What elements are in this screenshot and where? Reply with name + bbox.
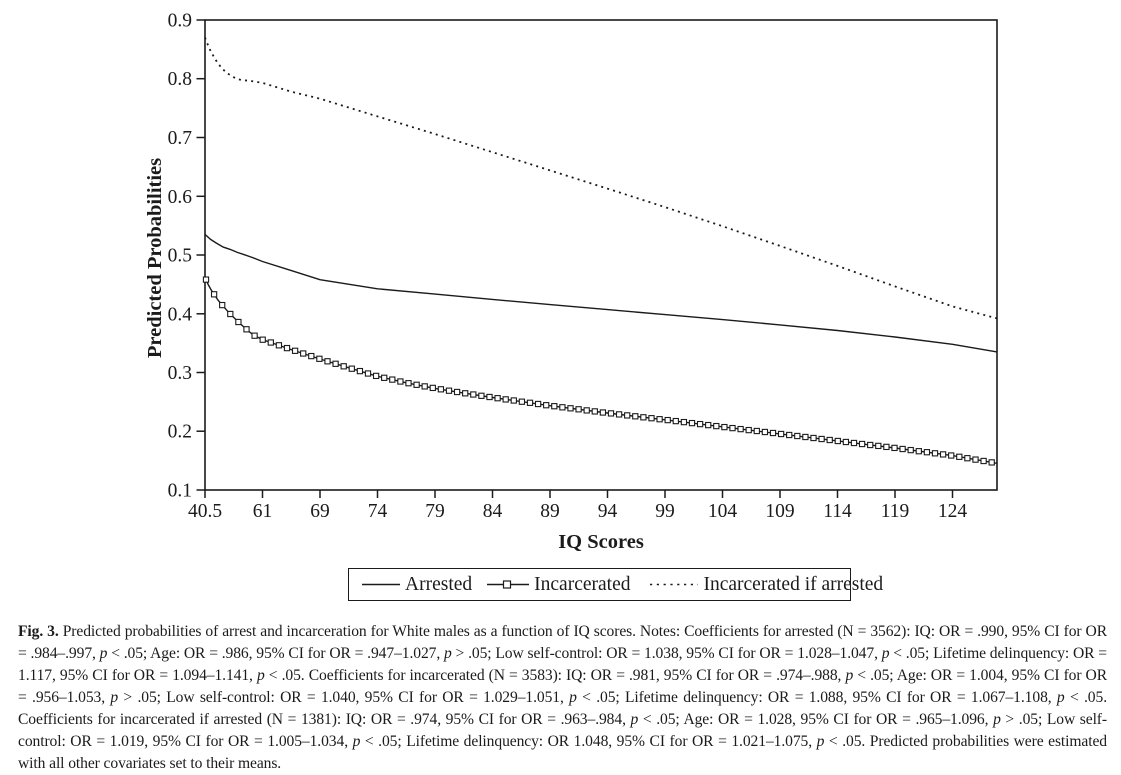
svg-text:0.8: 0.8 (168, 69, 192, 90)
legend-solid-line-icon (362, 583, 400, 586)
svg-text:0.6: 0.6 (168, 187, 193, 208)
svg-text:124: 124 (938, 501, 968, 522)
svg-text:84: 84 (483, 501, 503, 522)
svg-text:114: 114 (823, 501, 852, 522)
svg-text:0.5: 0.5 (168, 246, 192, 267)
plot-area-border (204, 19, 998, 491)
chart-legend: Arrested Incarcerated Incarcerated if ar… (348, 568, 883, 601)
legend-item-incarcerated: Incarcerated (487, 574, 630, 596)
svg-text:40.5: 40.5 (188, 501, 222, 522)
svg-text:0.3: 0.3 (168, 363, 192, 384)
svg-text:0.1: 0.1 (168, 481, 192, 502)
y-axis: 0.1 0.2 0.3 0.4 0.5 0.6 0.7 0.8 0.9 (168, 11, 205, 502)
svg-text:0.7: 0.7 (168, 128, 193, 149)
svg-text:79: 79 (425, 501, 445, 522)
svg-text:61: 61 (253, 501, 273, 522)
figure-caption: Fig. 3. Predicted probabilities of arres… (18, 623, 1108, 772)
legend-label-arrested: Arrested (405, 573, 473, 595)
incarcerated-square-markers (202, 276, 995, 466)
legend-item-arrested: Arrested (362, 574, 472, 596)
x-axis: 40.5 61 69 74 79 84 89 94 99 104 109 114 119 124 (188, 490, 967, 522)
svg-text:119: 119 (881, 501, 910, 522)
svg-text:94: 94 (598, 501, 618, 522)
y-axis-title: Predicted Probabilities (144, 158, 166, 358)
series-incarcerated (204, 277, 998, 464)
legend-label-incarcerated: Incarcerated (534, 573, 631, 595)
svg-text:0.2: 0.2 (168, 422, 192, 443)
svg-text:69: 69 (310, 501, 330, 522)
series-arrested (204, 233, 998, 353)
svg-text:104: 104 (708, 501, 738, 522)
svg-text:89: 89 (540, 501, 560, 522)
legend-label-incarcerated-if-arrested: Incarcerated if arrested (703, 573, 884, 595)
svg-text:0.9: 0.9 (168, 11, 192, 32)
x-axis-title: IQ Scores (558, 531, 644, 553)
svg-text:109: 109 (765, 501, 794, 522)
svg-text:0.4: 0.4 (168, 304, 193, 325)
legend-square-marker-line-icon (487, 580, 530, 589)
svg-text:74: 74 (368, 501, 388, 522)
legend-dotted-line-icon (650, 583, 699, 586)
iq-probability-chart: 0.1 0.2 0.3 0.4 0.5 0.6 0.7 0.8 0.9 40.5 61 69 74 79 8… (144, 11, 998, 553)
svg-text:99: 99 (655, 501, 675, 522)
series-incarcerated-if-arrested (204, 37, 998, 320)
legend-item-incarcerated-if-arrested: Incarcerated if arrested (650, 574, 883, 596)
